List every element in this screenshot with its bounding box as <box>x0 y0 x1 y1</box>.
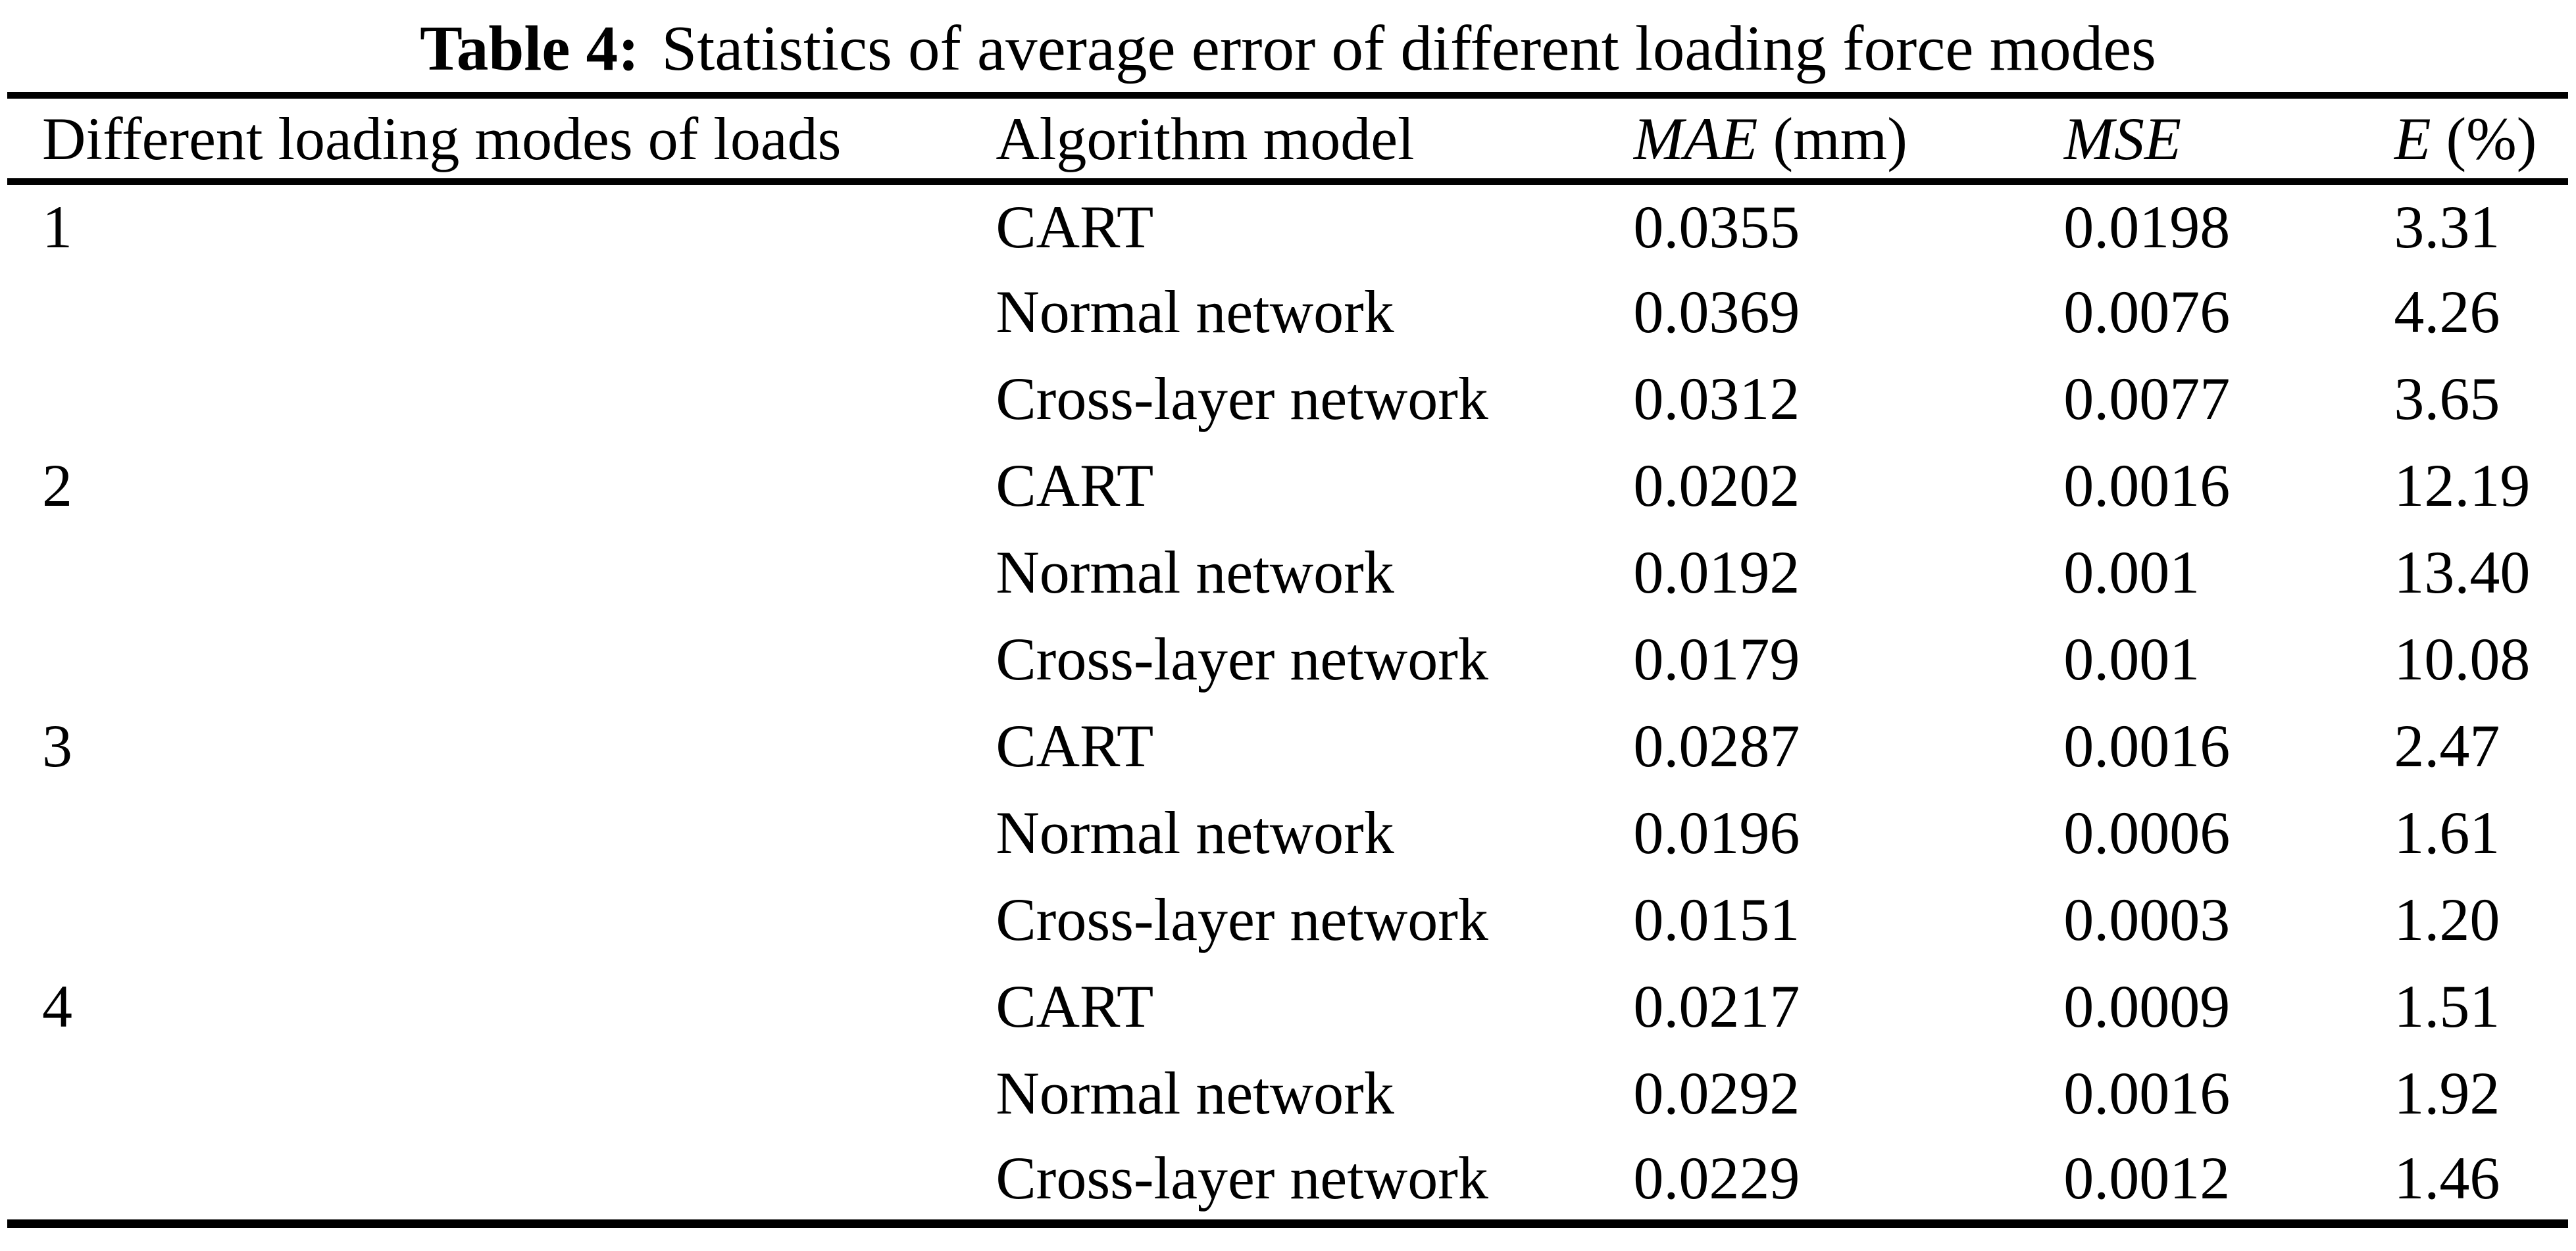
cell-mae: 0.0179 <box>1633 626 1800 693</box>
cell-mse: 0.0006 <box>2063 799 2231 866</box>
cell-mode <box>7 789 996 876</box>
col-header-mae: MAE (mm) <box>1633 95 2064 185</box>
cell-model: Normal network <box>996 539 1394 606</box>
header-row: Different loading modes of loads Algorit… <box>7 95 2568 185</box>
cell-mse: 0.0016 <box>2063 712 2231 779</box>
cell-mae: 0.0202 <box>1633 452 1800 519</box>
cell-e: 1.61 <box>2394 799 2500 866</box>
col-header-mse-italic: MSE <box>2063 105 2182 172</box>
col-header-loading-modes-text: Different loading modes of loads <box>42 105 842 172</box>
cell-mode <box>7 268 996 355</box>
table-row: Cross-layer network 0.0312 0.0077 3.65 <box>7 355 2568 442</box>
cell-model: Cross-layer network <box>996 1144 1488 1212</box>
table-row: Normal network 0.0196 0.0006 1.61 <box>7 789 2568 876</box>
cell-mode <box>7 529 996 616</box>
cell-model: Cross-layer network <box>996 365 1488 432</box>
cell-mse: 0.0012 <box>2063 1144 2231 1212</box>
cell-mae: 0.0196 <box>1633 799 1800 866</box>
cell-mae: 0.0229 <box>1633 1144 1800 1212</box>
cell-model: CART <box>996 712 1154 779</box>
cell-mode <box>7 355 996 442</box>
cell-mae: 0.0287 <box>1633 712 1800 779</box>
col-header-algorithm-model: Algorithm model <box>996 95 1634 185</box>
cell-e: 3.65 <box>2394 365 2500 432</box>
cell-mse: 0.0076 <box>2063 278 2231 345</box>
cell-model: Normal network <box>996 1060 1394 1127</box>
table-row: Normal network 0.0192 0.001 13.40 <box>7 529 2568 616</box>
cell-e: 2.47 <box>2394 712 2500 779</box>
cell-mae: 0.0369 <box>1633 278 1800 345</box>
table-caption-text: Statistics of average error of different… <box>661 12 2156 84</box>
table-row: Cross-layer network 0.0229 0.0012 1.46 <box>7 1137 2568 1223</box>
cell-mae: 0.0312 <box>1633 365 1800 432</box>
cell-mode: 1 <box>42 193 72 260</box>
table-row: Cross-layer network 0.0179 0.001 10.08 <box>7 616 2568 702</box>
cell-e: 12.19 <box>2394 452 2531 519</box>
cell-mae: 0.0217 <box>1633 973 1800 1040</box>
cell-mse: 0.0016 <box>2063 452 2231 519</box>
cell-mse: 0.0077 <box>2063 365 2231 432</box>
cell-mode <box>7 1050 996 1137</box>
statistics-table: Different loading modes of loads Algorit… <box>7 92 2568 1228</box>
col-header-mae-italic: MAE <box>1633 105 1758 172</box>
cell-e: 1.92 <box>2394 1060 2500 1127</box>
col-header-algorithm-model-text: Algorithm model <box>996 105 1415 172</box>
table-row: 3 CART 0.0287 0.0016 2.47 <box>7 702 2568 789</box>
cell-e: 1.20 <box>2394 886 2500 953</box>
table-caption-label: Table 4: <box>420 12 640 84</box>
cell-mse: 0.001 <box>2063 539 2200 606</box>
col-header-e-unit: (%) <box>2431 105 2537 172</box>
col-header-loading-modes: Different loading modes of loads <box>7 95 996 185</box>
cell-mse: 0.0003 <box>2063 886 2231 953</box>
cell-e: 4.26 <box>2394 278 2500 345</box>
cell-e: 1.51 <box>2394 973 2500 1040</box>
cell-mse: 0.0016 <box>2063 1060 2231 1127</box>
cell-e: 13.40 <box>2394 539 2531 606</box>
table-row: 4 CART 0.0217 0.0009 1.51 <box>7 963 2568 1050</box>
cell-mode: 3 <box>42 712 72 779</box>
cell-model: CART <box>996 452 1154 519</box>
table-row: Normal network 0.0292 0.0016 1.92 <box>7 1050 2568 1137</box>
col-header-e-italic: E <box>2394 105 2431 172</box>
cell-mae: 0.0355 <box>1633 193 1800 260</box>
cell-mse: 0.001 <box>2063 626 2200 693</box>
cell-model: Normal network <box>996 278 1394 345</box>
cell-model: Cross-layer network <box>996 626 1488 693</box>
cell-mse: 0.0198 <box>2063 193 2231 260</box>
cell-mode: 4 <box>42 973 72 1040</box>
cell-mse: 0.0009 <box>2063 973 2231 1040</box>
table-row: 2 CART 0.0202 0.0016 12.19 <box>7 442 2568 529</box>
cell-mode <box>7 616 996 702</box>
table-row: Normal network 0.0369 0.0076 4.26 <box>7 268 2568 355</box>
cell-mode <box>7 876 996 963</box>
cell-e: 10.08 <box>2394 626 2531 693</box>
table-row: Cross-layer network 0.0151 0.0003 1.20 <box>7 876 2568 963</box>
cell-model: Normal network <box>996 799 1394 866</box>
col-header-mse: MSE <box>2063 95 2394 185</box>
cell-mode: 2 <box>42 452 72 519</box>
cell-model: CART <box>996 193 1154 260</box>
col-header-mae-unit: (mm) <box>1757 105 1907 172</box>
cell-e: 1.46 <box>2394 1144 2500 1212</box>
cell-e: 3.31 <box>2394 193 2500 260</box>
cell-mae: 0.0292 <box>1633 1060 1800 1127</box>
cell-mode <box>7 1137 996 1223</box>
cell-model: CART <box>996 973 1154 1040</box>
cell-model: Cross-layer network <box>996 886 1488 953</box>
cell-mae: 0.0192 <box>1633 539 1800 606</box>
col-header-e-percent: E (%) <box>2394 95 2568 185</box>
table-row: 1 CART 0.0355 0.0198 3.31 <box>7 182 2568 268</box>
cell-mae: 0.0151 <box>1633 886 1800 953</box>
table-caption: Table 4: Statistics of average error of … <box>0 0 2576 92</box>
